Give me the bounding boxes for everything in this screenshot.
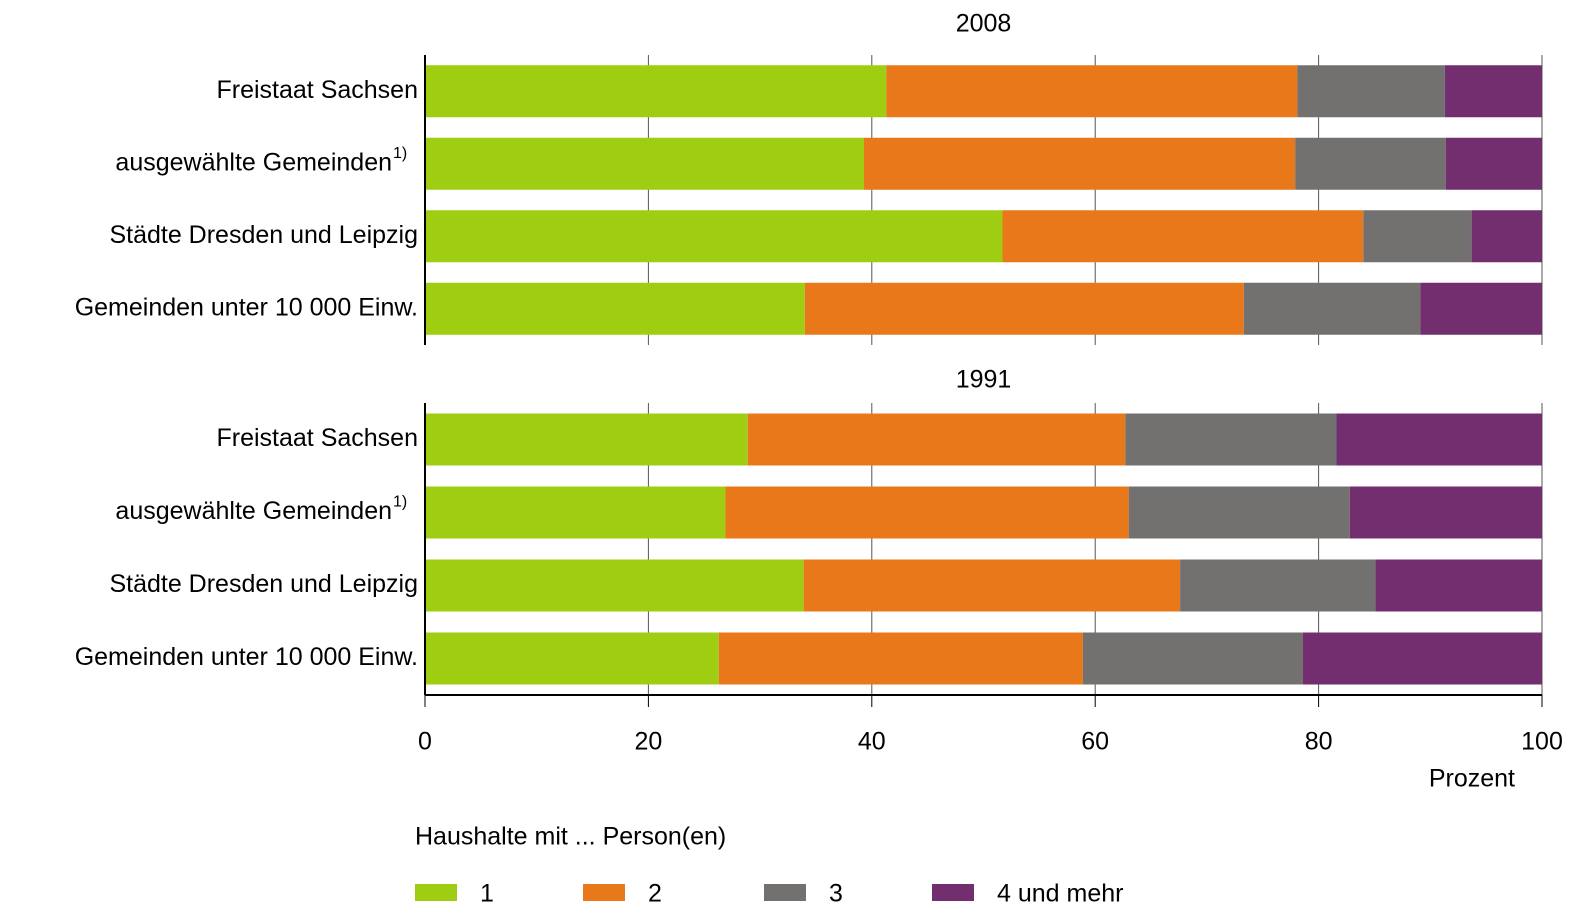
legend-swatch — [583, 884, 625, 901]
legend-swatch — [415, 884, 457, 901]
bar-segment — [863, 137, 1296, 190]
bar-segment — [718, 632, 1083, 685]
bar-segment — [1082, 632, 1303, 685]
bar-segment — [725, 486, 1129, 539]
bar-segment — [425, 632, 719, 685]
x-tick-label: 40 — [858, 728, 886, 756]
x-tick-label: 60 — [1081, 728, 1109, 756]
legend-label: 3 — [829, 880, 843, 908]
legend-swatch — [764, 884, 806, 901]
bar-segment — [803, 559, 1181, 612]
bar-segment — [1002, 210, 1364, 263]
bar-segment — [1349, 486, 1542, 539]
category-label: Freistaat Sachsen — [217, 76, 419, 104]
bar-segment — [425, 413, 748, 466]
bar-segment — [1375, 559, 1542, 612]
x-tick-label: 20 — [634, 728, 662, 756]
bar-segment — [886, 65, 1298, 118]
bar-segment — [1297, 65, 1445, 118]
bar-segment — [425, 282, 805, 335]
bar-segment — [747, 413, 1126, 466]
bar-segment — [1128, 486, 1350, 539]
x-tick-label: 80 — [1305, 728, 1333, 756]
category-label: Städte Dresden und Leipzig — [109, 221, 418, 249]
panel-title: 2008 — [956, 10, 1012, 38]
bar-segment — [804, 282, 1244, 335]
bar-segment — [1243, 282, 1421, 335]
x-axis-label: Prozent — [1429, 765, 1515, 793]
category-label: Gemeinden unter 10 000 Einw. — [75, 643, 418, 671]
bar-segment — [425, 559, 804, 612]
bar-segment — [1295, 137, 1446, 190]
panel-title: 1991 — [956, 366, 1012, 394]
category-label: Gemeinden unter 10 000 Einw. — [75, 293, 418, 321]
bar-segment — [1444, 65, 1542, 118]
bar-segment — [1363, 210, 1472, 263]
category-note: 1) — [393, 494, 407, 511]
category-label: Städte Dresden und Leipzig — [109, 570, 418, 598]
x-tick-label: 100 — [1521, 728, 1563, 756]
bar-segment — [425, 486, 726, 539]
bar-segment — [1302, 632, 1542, 685]
bar-segment — [1471, 210, 1542, 263]
bar-segment — [1125, 413, 1337, 466]
category-label: Freistaat Sachsen — [217, 424, 419, 452]
bar-segment — [425, 137, 864, 190]
bar-segment — [1180, 559, 1376, 612]
legend-label: 2 — [648, 880, 662, 908]
legend-swatch — [932, 884, 974, 901]
category-label: ausgewählte Gemeinden — [115, 497, 392, 525]
legend-label: 4 und mehr — [997, 880, 1123, 908]
category-note: 1) — [393, 145, 407, 162]
category-label: ausgewählte Gemeinden — [115, 148, 392, 176]
x-tick-label: 0 — [418, 728, 432, 756]
bar-segment — [425, 65, 887, 118]
bar-segment — [1445, 137, 1542, 190]
legend-label: 1 — [480, 880, 494, 908]
legend-title: Haushalte mit ... Person(en) — [415, 823, 726, 851]
bar-segment — [1336, 413, 1542, 466]
bar-segment — [1420, 282, 1542, 335]
bar-segment — [425, 210, 1003, 263]
